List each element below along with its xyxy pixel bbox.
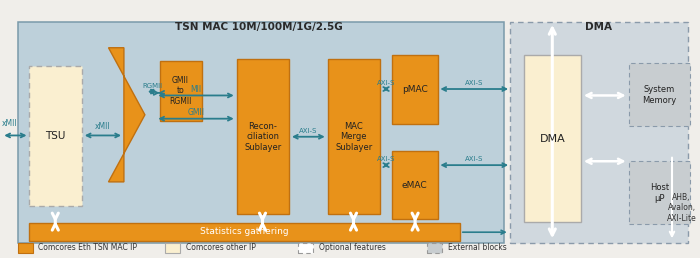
Text: RGMII: RGMII [143,83,162,89]
Text: Statistics gathering: Statistics gathering [200,228,289,236]
Text: Comcores other IP: Comcores other IP [186,244,256,252]
Bar [524,55,581,222]
Text: MAC
Merge
Sublayer: MAC Merge Sublayer [335,122,372,152]
Text: External blocks: External blocks [448,244,507,252]
Text: xMII: xMII [95,122,111,131]
Bar [29,66,82,206]
Bar [237,59,289,214]
Bar [510,22,688,243]
Bar [427,243,442,253]
Text: AXI-S: AXI-S [299,128,317,134]
Bar [392,151,438,219]
Text: xMII: xMII [1,119,17,128]
Text: TSU: TSU [46,131,66,141]
Polygon shape [108,48,145,182]
Text: DMA: DMA [540,134,565,144]
Text: Optional features: Optional features [318,244,386,252]
Text: GMII
to
RGMII: GMII to RGMII [169,76,192,106]
Text: AXI-S: AXI-S [377,156,395,162]
Text: AXI-S: AXI-S [465,80,483,86]
Text: MII: MII [190,85,202,93]
Text: Host
μP: Host μP [650,183,669,203]
Text: eMAC: eMAC [402,181,428,190]
Bar [164,243,180,253]
Text: AHB,
Avalon,
AXI-Lite: AHB, Avalon, AXI-Lite [666,193,696,223]
Text: AXI-S: AXI-S [465,156,483,162]
Bar [328,59,380,214]
Bar [629,63,690,126]
Text: TSN MAC 10M/100M/1G/2.5G: TSN MAC 10M/100M/1G/2.5G [175,22,343,32]
Text: Comcores Eth TSN MAC IP: Comcores Eth TSN MAC IP [38,244,137,252]
Text: AXI-S: AXI-S [377,80,395,86]
Bar [298,243,313,253]
Bar [29,223,460,241]
Text: Recon-
ciliation
Sublayer: Recon- ciliation Sublayer [244,122,281,152]
Bar [392,55,438,124]
Text: GMII: GMII [188,108,204,117]
Bar [18,22,504,243]
Bar [160,61,202,121]
Bar [629,161,690,224]
Bar [18,243,33,253]
Text: System
Memory: System Memory [643,85,676,104]
Text: DMA: DMA [585,22,612,32]
Text: pMAC: pMAC [402,85,428,94]
